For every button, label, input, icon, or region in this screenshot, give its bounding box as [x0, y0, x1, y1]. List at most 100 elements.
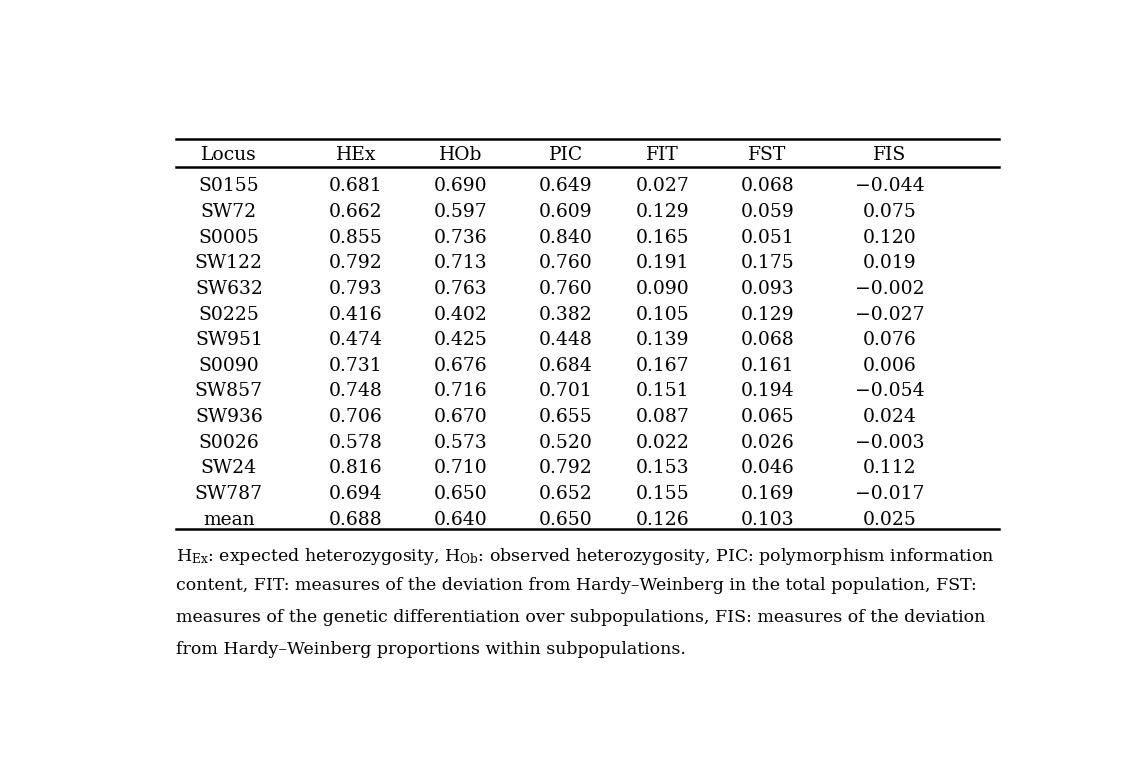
Text: 0.716: 0.716: [434, 382, 488, 400]
Text: 0.855: 0.855: [329, 228, 383, 247]
Text: 0.126: 0.126: [635, 511, 689, 529]
Text: S0090: S0090: [199, 357, 259, 375]
Text: 0.688: 0.688: [329, 511, 383, 529]
Text: 0.706: 0.706: [329, 408, 383, 426]
Text: 0.609: 0.609: [539, 203, 593, 221]
Text: 0.105: 0.105: [635, 306, 689, 324]
Text: 0.713: 0.713: [434, 255, 488, 272]
Text: SW787: SW787: [194, 485, 263, 503]
Text: 0.025: 0.025: [863, 511, 916, 529]
Text: 0.165: 0.165: [635, 228, 689, 247]
Text: 0.191: 0.191: [635, 255, 689, 272]
Text: 0.448: 0.448: [539, 331, 593, 349]
Text: S0155: S0155: [199, 177, 259, 196]
Text: 0.065: 0.065: [740, 408, 794, 426]
Text: 0.573: 0.573: [434, 433, 488, 452]
Text: S0005: S0005: [199, 228, 259, 247]
Text: 0.690: 0.690: [434, 177, 488, 196]
Text: 0.416: 0.416: [329, 306, 383, 324]
Text: 0.793: 0.793: [329, 280, 383, 298]
Text: 0.175: 0.175: [740, 255, 794, 272]
Text: 0.655: 0.655: [539, 408, 593, 426]
Text: 0.578: 0.578: [329, 433, 383, 452]
Text: 0.027: 0.027: [635, 177, 689, 196]
Text: 0.151: 0.151: [635, 382, 689, 400]
Text: 0.681: 0.681: [329, 177, 383, 196]
Text: 0.153: 0.153: [635, 459, 689, 478]
Text: 0.701: 0.701: [539, 382, 593, 400]
Text: SW951: SW951: [194, 331, 263, 349]
Text: 0.763: 0.763: [434, 280, 488, 298]
Text: 0.748: 0.748: [329, 382, 383, 400]
Text: content, FIT: measures of the deviation from Hardy–Weinberg in the total populat: content, FIT: measures of the deviation …: [176, 577, 977, 594]
Text: 0.816: 0.816: [329, 459, 383, 478]
Text: 0.068: 0.068: [740, 331, 794, 349]
Text: 0.694: 0.694: [329, 485, 383, 503]
Text: 0.520: 0.520: [539, 433, 593, 452]
Text: −0.054: −0.054: [855, 382, 924, 400]
Text: 0.650: 0.650: [539, 511, 593, 529]
Text: 0.650: 0.650: [434, 485, 488, 503]
Text: −0.044: −0.044: [855, 177, 924, 196]
Text: 0.129: 0.129: [635, 203, 689, 221]
Text: 0.090: 0.090: [635, 280, 689, 298]
Text: 0.129: 0.129: [740, 306, 794, 324]
Text: 0.169: 0.169: [740, 485, 794, 503]
Text: 0.760: 0.760: [539, 280, 593, 298]
Text: 0.736: 0.736: [434, 228, 488, 247]
Text: 0.684: 0.684: [539, 357, 593, 375]
Text: Locus: Locus: [201, 146, 257, 164]
Text: 0.662: 0.662: [329, 203, 383, 221]
Text: 0.093: 0.093: [740, 280, 794, 298]
Text: 0.024: 0.024: [863, 408, 916, 426]
Text: HEx: HEx: [336, 146, 376, 164]
Text: FST: FST: [748, 146, 786, 164]
Text: 0.402: 0.402: [434, 306, 488, 324]
Text: 0.103: 0.103: [740, 511, 794, 529]
Text: 0.155: 0.155: [635, 485, 689, 503]
Text: 0.425: 0.425: [434, 331, 488, 349]
Text: 0.640: 0.640: [434, 511, 488, 529]
Text: −0.003: −0.003: [855, 433, 924, 452]
Text: 0.167: 0.167: [635, 357, 689, 375]
Text: 0.649: 0.649: [539, 177, 593, 196]
Text: 0.382: 0.382: [539, 306, 593, 324]
Text: 0.068: 0.068: [740, 177, 794, 196]
Text: 0.676: 0.676: [434, 357, 488, 375]
Text: −0.027: −0.027: [855, 306, 924, 324]
Text: S0026: S0026: [199, 433, 259, 452]
Text: 0.792: 0.792: [329, 255, 383, 272]
Text: HOb: HOb: [440, 146, 483, 164]
Text: 0.019: 0.019: [863, 255, 916, 272]
Text: SW24: SW24: [201, 459, 257, 478]
Text: 0.760: 0.760: [539, 255, 593, 272]
Text: FIS: FIS: [873, 146, 906, 164]
Text: from Hardy–Weinberg proportions within subpopulations.: from Hardy–Weinberg proportions within s…: [176, 641, 686, 658]
Text: 0.022: 0.022: [635, 433, 689, 452]
Text: 0.731: 0.731: [329, 357, 383, 375]
Text: 0.112: 0.112: [863, 459, 916, 478]
Text: 0.051: 0.051: [740, 228, 794, 247]
Text: SW632: SW632: [194, 280, 263, 298]
Text: −0.002: −0.002: [855, 280, 924, 298]
Text: 0.026: 0.026: [740, 433, 794, 452]
Text: S0225: S0225: [199, 306, 259, 324]
Text: 0.597: 0.597: [434, 203, 488, 221]
Text: 0.046: 0.046: [740, 459, 794, 478]
Text: 0.194: 0.194: [740, 382, 794, 400]
Text: $\mathregular{H_{Ex}}$: expected heterozygosity, $\mathregular{H_{Ob}}$: observe: $\mathregular{H_{Ex}}$: expected heteroz…: [176, 546, 994, 567]
Text: mean: mean: [203, 511, 254, 529]
Text: PIC: PIC: [549, 146, 583, 164]
Text: 0.670: 0.670: [434, 408, 488, 426]
Text: SW857: SW857: [194, 382, 263, 400]
Text: 0.076: 0.076: [863, 331, 916, 349]
Text: SW936: SW936: [195, 408, 262, 426]
Text: −0.017: −0.017: [855, 485, 924, 503]
Text: 0.087: 0.087: [635, 408, 689, 426]
Text: 0.161: 0.161: [740, 357, 794, 375]
Text: 0.059: 0.059: [740, 203, 794, 221]
Text: FIT: FIT: [646, 146, 679, 164]
Text: 0.006: 0.006: [863, 357, 916, 375]
Text: 0.710: 0.710: [434, 459, 488, 478]
Text: 0.120: 0.120: [863, 228, 916, 247]
